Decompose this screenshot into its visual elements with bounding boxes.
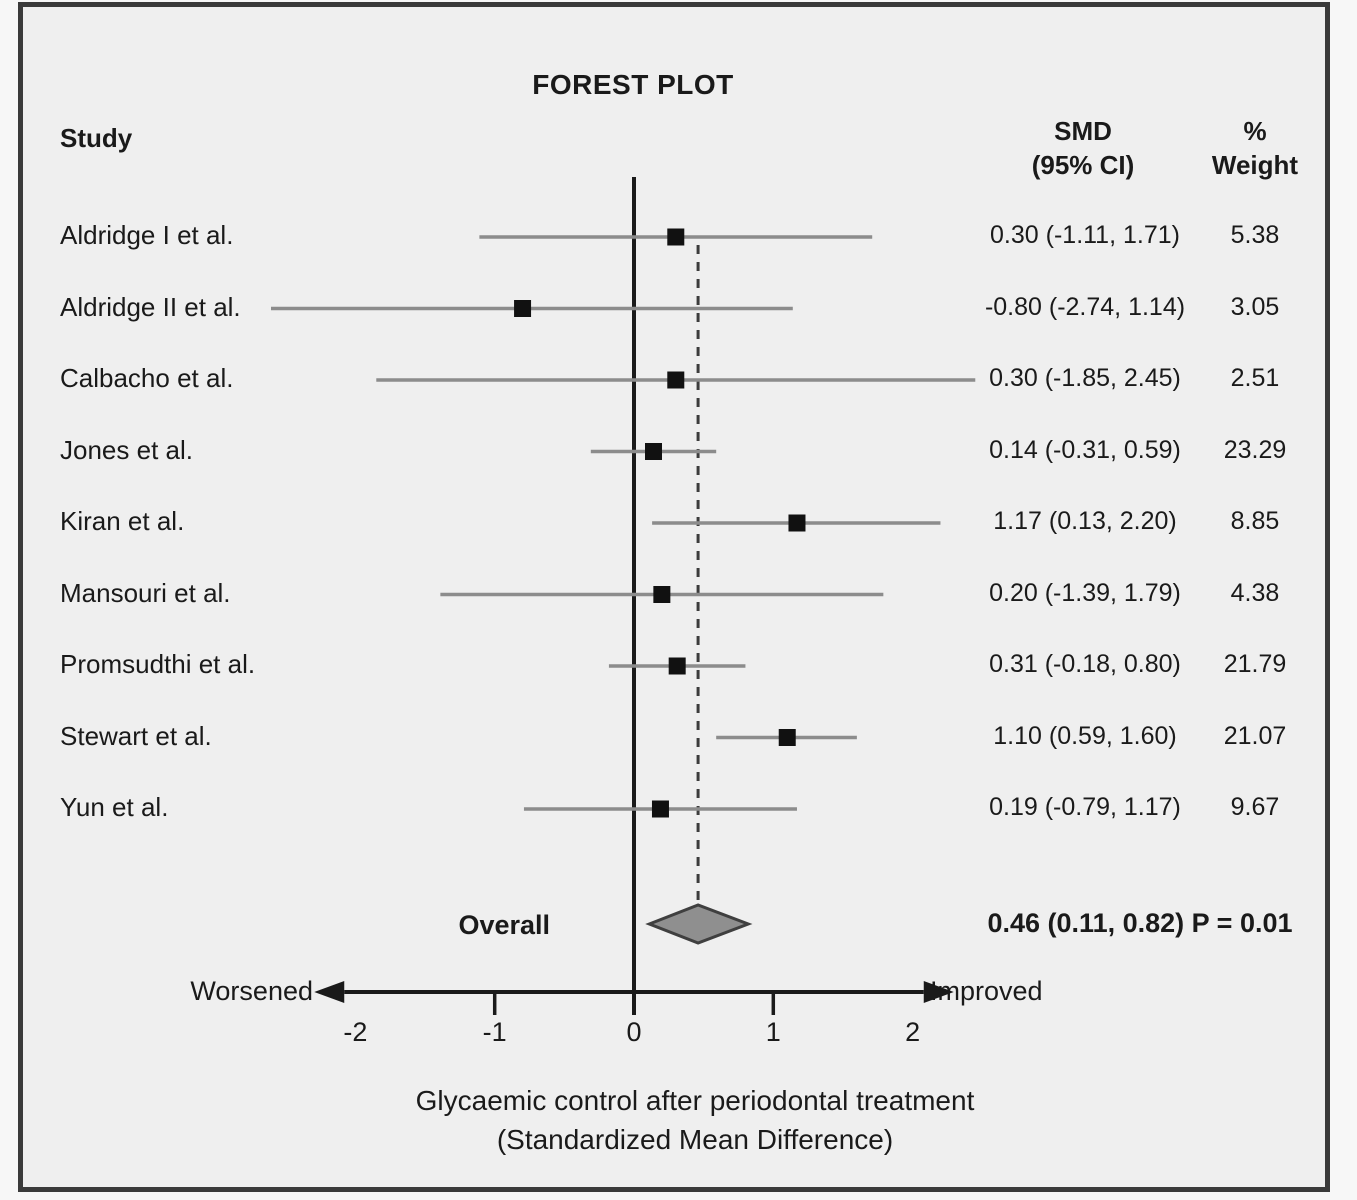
smd-value: 0.19 (-0.79, 1.17) (989, 793, 1181, 821)
axis-tick-label: 1 (765, 1017, 781, 1047)
axis-arrow-right (923, 981, 954, 1003)
chart-title: FOREST PLOT (532, 69, 734, 100)
study-label: Yun et al. (60, 792, 169, 822)
axis-tick-label: -2 (343, 1017, 368, 1047)
study-label: Jones et al. (60, 434, 193, 465)
smd-marker (667, 228, 685, 246)
smd-value: 1.10 (0.59, 1.60) (993, 721, 1177, 750)
weight-value: 8.85 (1230, 507, 1280, 535)
column-header-weight-line1: % (1243, 116, 1267, 146)
study-label: Promsudthi et al. (60, 649, 256, 679)
weight-value: 21.79 (1223, 650, 1287, 678)
overall-smd-value: 0.46 (0.11, 0.82) P = 0.01 (987, 908, 1293, 938)
column-header-smd: SMD (95% CI) (983, 114, 1183, 182)
smd-marker (778, 729, 796, 746)
overall-diamond (645, 903, 753, 945)
smd-marker (788, 514, 806, 532)
column-header-weight: % Weight (1195, 114, 1315, 182)
smd-value: 0.30 (-1.85, 2.45) (989, 364, 1181, 392)
axis-right-label: Improved (930, 976, 1043, 1006)
smd-value: 0.14 (-0.31, 0.59) (989, 435, 1181, 464)
column-header-smd-line2: (95% CI) (1031, 150, 1135, 180)
weight-value: 5.38 (1230, 221, 1280, 249)
smd-marker (668, 657, 686, 675)
axis-tick-label: 2 (905, 1017, 921, 1047)
study-label: Aldridge I et al. (60, 220, 234, 250)
smd-marker (651, 800, 669, 818)
weight-value: 21.07 (1223, 721, 1287, 750)
smd-value: 1.17 (0.13, 2.20) (993, 507, 1177, 535)
smd-value: 0.20 (-1.39, 1.79) (989, 578, 1181, 607)
column-header-study: Study (60, 123, 133, 153)
study-label: Calbacho et al. (60, 363, 234, 393)
smd-marker (653, 586, 671, 603)
study-label: Mansouri et al. (60, 577, 231, 608)
axis-tick-label: -1 (482, 1017, 507, 1047)
smd-value: 0.31 (-0.18, 0.80) (989, 650, 1181, 678)
overall-label: Overall (458, 910, 550, 940)
smd-value: -0.80 (-2.74, 1.14) (984, 292, 1186, 321)
smd-marker (667, 371, 685, 389)
column-header-weight-line2: Weight (1211, 150, 1299, 180)
axis-arrow-left (314, 981, 345, 1003)
column-header-smd-line1: SMD (1054, 116, 1112, 146)
weight-value: 2.51 (1230, 364, 1280, 392)
axis-left-label: Worsened (190, 976, 313, 1006)
smd-value: 0.30 (-1.11, 1.71) (990, 221, 1180, 249)
weight-value: 4.38 (1230, 578, 1280, 607)
figure-frame: FOREST PLOT Study SMD (95% CI) % Weight … (18, 2, 1330, 1192)
study-label: Kiran et al. (60, 506, 185, 536)
weight-value: 23.29 (1223, 435, 1287, 464)
weight-value: 9.67 (1230, 793, 1280, 821)
plot-canvas (271, 177, 976, 1015)
smd-marker (645, 443, 663, 460)
caption-line2: (Standardized Mean Difference) (496, 1124, 894, 1155)
study-label: Stewart et al. (60, 720, 212, 751)
weight-value: 3.05 (1230, 292, 1280, 321)
smd-marker (514, 300, 532, 317)
axis-tick-label: 0 (626, 1017, 642, 1047)
caption-line1: Glycaemic control after periodontal trea… (415, 1085, 975, 1116)
study-label: Aldridge II et al. (60, 291, 241, 322)
